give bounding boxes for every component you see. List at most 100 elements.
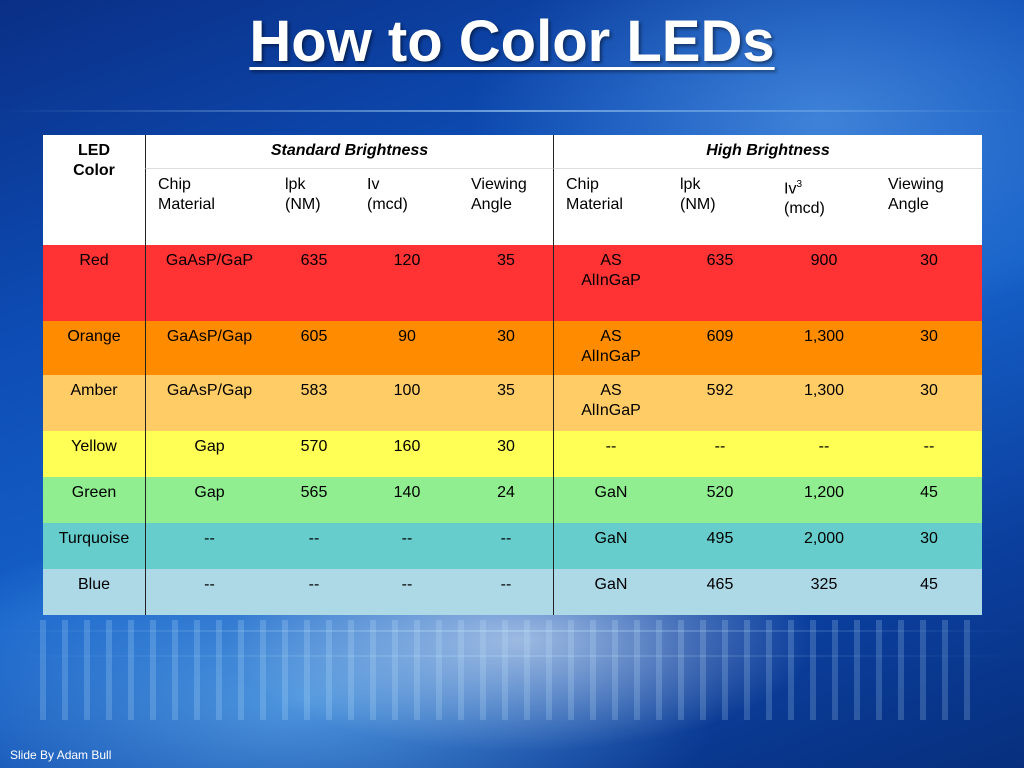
cell-viewing-angle-std: 35 [459, 375, 553, 431]
cell-lpk-std: 565 [273, 477, 355, 523]
row-led-color: Yellow [43, 431, 145, 477]
header-lpk-std: lpk (NM) [273, 169, 355, 245]
header-text: lpk [285, 176, 306, 193]
cell-text: 160 [393, 438, 421, 455]
cell-iv-high: 325 [772, 569, 876, 615]
cell-iv-high: 2,000 [772, 523, 876, 569]
cell-text: AS [600, 382, 622, 399]
cell-text: 30 [497, 328, 515, 345]
cell-text: 635 [300, 252, 328, 269]
slide-footer-credit: Slide By Adam Bull [10, 748, 112, 762]
cell-iv-high: 1,200 [772, 477, 876, 523]
cell-chip-material-std: Gap [145, 477, 273, 523]
cell-viewing-angle-std: 30 [459, 321, 553, 375]
cell-lpk-std: 605 [273, 321, 355, 375]
header-led-line1: LED [78, 142, 110, 159]
cell-text: 465 [706, 576, 734, 593]
cell-text: -- [401, 576, 413, 593]
cell-viewing-angle-high: 30 [876, 321, 982, 375]
cell-viewing-angle-std: 35 [459, 245, 553, 321]
header-text: Iv [367, 176, 380, 193]
cell-chip-material-high: AS AlInGaP [553, 321, 668, 375]
cell-text: 1,200 [803, 484, 845, 501]
cell-lpk-high: 495 [668, 523, 772, 569]
header-chip-material-std: Chip Material [145, 169, 273, 245]
cell-text: -- [500, 576, 512, 593]
cell-text: 30 [920, 328, 938, 345]
cell-iv-std: 100 [355, 375, 459, 431]
header-text: Material [566, 196, 623, 213]
cell-chip-material-std: GaAsP/Gap [145, 321, 273, 375]
cell-text: Gap [194, 484, 225, 501]
cell-iv-std: -- [355, 523, 459, 569]
background-light-bars [40, 620, 980, 720]
header-text: Angle [471, 196, 512, 213]
cell-lpk-high: 520 [668, 477, 772, 523]
cell-text: GaAsP/Gap [166, 382, 253, 399]
cell-iv-std: 140 [355, 477, 459, 523]
cell-text: 2,000 [803, 530, 845, 547]
header-led-color: LED Color [43, 135, 145, 245]
header-text: (mcd) [784, 200, 825, 218]
cell-lpk-std: 570 [273, 431, 355, 477]
cell-chip-material-high: GaN [553, 523, 668, 569]
cell-viewing-angle-std: 30 [459, 431, 553, 477]
cell-text: 30 [920, 530, 938, 547]
cell-text: 635 [706, 252, 734, 269]
cell-text: 45 [920, 484, 938, 501]
slide-title: How to Color LEDs [249, 9, 775, 74]
header-viewing-angle-high: Viewing Angle [876, 169, 982, 245]
cell-text: 35 [497, 382, 515, 399]
cell-chip-material-std: GaAsP/Gap [145, 375, 273, 431]
cell-text: 592 [706, 382, 734, 399]
cell-viewing-angle-high: 30 [876, 523, 982, 569]
cell-text: -- [714, 438, 726, 455]
cell-text: -- [818, 438, 830, 455]
row-led-color: Turquoise [43, 523, 145, 569]
cell-text: AlInGaP [581, 272, 641, 289]
header-text: (NM) [680, 196, 716, 213]
cell-text: GaN [594, 530, 628, 547]
cell-viewing-angle-high: 30 [876, 245, 982, 321]
cell-text: GaAsP/Gap [166, 328, 253, 345]
cell-lpk-high: 635 [668, 245, 772, 321]
cell-text: -- [401, 530, 413, 547]
header-text: Material [158, 196, 215, 213]
cell-iv-high: 1,300 [772, 321, 876, 375]
cell-text: AS [600, 252, 622, 269]
cell-text: 605 [300, 328, 328, 345]
row-led-color: Blue [43, 569, 145, 615]
cell-text: 495 [706, 530, 734, 547]
cell-viewing-angle-high: 45 [876, 569, 982, 615]
cell-text: AlInGaP [581, 348, 641, 365]
header-text: Viewing [888, 176, 944, 193]
cell-lpk-high: 465 [668, 569, 772, 615]
cell-iv-std: 90 [355, 321, 459, 375]
header-text: Iv [784, 180, 797, 198]
cell-iv-std: -- [355, 569, 459, 615]
cell-text: -- [923, 438, 935, 455]
cell-viewing-angle-std: -- [459, 569, 553, 615]
cell-lpk-std: 583 [273, 375, 355, 431]
cell-text: -- [605, 438, 617, 455]
header-iv-std: Iv (mcd) [355, 169, 459, 245]
cell-text: 520 [706, 484, 734, 501]
cell-chip-material-high: AS AlInGaP [553, 375, 668, 431]
cell-text: 30 [920, 382, 938, 399]
header-viewing-angle-std: Viewing Angle [459, 169, 553, 245]
cell-viewing-angle-high: 45 [876, 477, 982, 523]
cell-lpk-high: 592 [668, 375, 772, 431]
cell-text: GaAsP/GaP [165, 252, 254, 269]
cell-text: AlInGaP [581, 402, 641, 419]
cell-lpk-std: 635 [273, 245, 355, 321]
cell-text: 583 [300, 382, 328, 399]
cell-text: GaN [594, 484, 628, 501]
header-lpk-high: lpk (NM) [668, 169, 772, 245]
cell-text: -- [204, 530, 215, 547]
cell-text: -- [204, 576, 215, 593]
header-text: (mcd) [367, 196, 408, 213]
cell-text: 90 [398, 328, 416, 345]
header-text: lpk [680, 176, 701, 193]
cell-text: -- [308, 576, 320, 593]
cell-viewing-angle-std: 24 [459, 477, 553, 523]
